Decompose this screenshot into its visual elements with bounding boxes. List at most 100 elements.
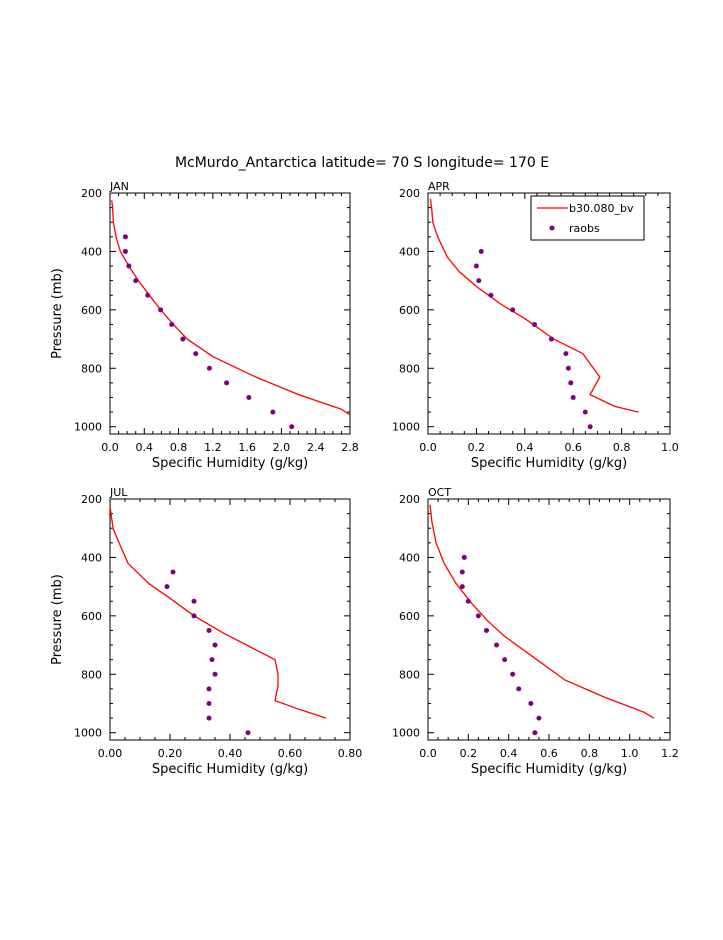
raobs-point	[475, 613, 481, 619]
raobs-point	[510, 307, 516, 313]
panel-label: OCT	[428, 486, 451, 499]
x-tick-label: 0.6	[564, 441, 582, 454]
x-tick-label: 0.40	[218, 747, 243, 760]
model-series-line	[429, 504, 655, 719]
plot-frame	[427, 498, 671, 741]
x-tick-label: 0.2	[468, 441, 486, 454]
plot-frame	[109, 192, 351, 435]
raobs-point	[494, 642, 500, 648]
x-axis-title: Specific Humidity (g/kg)	[152, 456, 308, 471]
raobs-point	[212, 671, 218, 677]
raobs-point	[209, 657, 215, 663]
raobs-point	[459, 584, 465, 590]
panel-label: JAN	[109, 180, 129, 193]
x-tick-label: 2.8	[341, 441, 359, 454]
x-tick-label: 1.2	[204, 441, 222, 454]
raobs-point	[193, 351, 199, 357]
raobs-point	[565, 365, 571, 371]
raobs-point	[461, 554, 467, 560]
raobs-point	[536, 715, 542, 721]
raobs-point	[122, 248, 128, 254]
y-tick-label: 200	[399, 493, 420, 506]
x-tick-label: 0.8	[613, 441, 631, 454]
raobs-point	[169, 321, 175, 327]
raobs-point	[245, 730, 251, 736]
raobs-point	[126, 263, 132, 269]
raobs-point	[563, 351, 569, 357]
y-tick-label: 800	[399, 668, 420, 681]
y-tick-label: 400	[81, 245, 102, 258]
raobs-point	[465, 598, 471, 604]
panel-label: JUL	[109, 486, 128, 499]
y-tick-label: 1000	[392, 421, 420, 434]
y-axis-title: Pressure (mb)	[50, 268, 65, 359]
panel-oct: 0.0 0.2 0.4 0.6 0.8 1.0 1.2 200 400 600 800 1000 OCT…	[392, 486, 679, 777]
raobs-point	[568, 380, 574, 386]
model-series-line	[109, 506, 327, 719]
x-tick-label: 0.0	[419, 441, 437, 454]
raobs-point	[488, 292, 494, 298]
raobs-point	[476, 278, 482, 284]
raobs-point	[270, 409, 276, 415]
legend-raobs-swatch	[549, 225, 555, 231]
legend-box	[530, 195, 645, 241]
y-tick-label: 600	[399, 304, 420, 317]
x-tick-label: 2.4	[307, 441, 325, 454]
x-axis-title: Specific Humidity (g/kg)	[471, 762, 627, 777]
raobs-point	[191, 613, 197, 619]
raobs-point	[122, 234, 128, 240]
y-tick-label: 1000	[74, 727, 102, 740]
y-tick-label: 1000	[74, 421, 102, 434]
y-tick-label: 600	[81, 304, 102, 317]
x-tick-label: 0.2	[460, 747, 478, 760]
raobs-point	[478, 248, 484, 254]
x-tick-label: 0.0	[101, 441, 119, 454]
raobs-point	[206, 715, 212, 721]
y-tick-label: 800	[81, 668, 102, 681]
raobs-point	[570, 394, 576, 400]
raobs-point	[582, 409, 588, 415]
raobs-point	[164, 584, 170, 590]
raobs-point	[246, 394, 252, 400]
raobs-point	[145, 292, 151, 298]
y-tick-label: 800	[399, 362, 420, 375]
x-tick-label: 2.0	[273, 441, 291, 454]
raobs-point	[180, 336, 186, 342]
x-axis-title: Specific Humidity (g/kg)	[471, 456, 627, 471]
x-tick-label: 1.0	[621, 747, 639, 760]
y-axis-title: Pressure (mb)	[50, 574, 65, 665]
panel-label: APR	[428, 180, 450, 193]
raobs-point	[531, 321, 537, 327]
raobs-point	[191, 598, 197, 604]
panel-jul: 0.00 0.20 0.40 0.60 0.80 200 400 600 800 1000 JUL S…	[50, 486, 362, 777]
raobs-point	[473, 263, 479, 269]
x-tick-label: 0.20	[158, 747, 183, 760]
x-tick-label: 0.8	[170, 441, 188, 454]
legend-raobs-label: raobs	[569, 222, 600, 235]
raobs-point	[516, 686, 522, 692]
x-tick-label: 0.4	[136, 441, 154, 454]
raobs-point	[133, 278, 139, 284]
x-tick-label: 1.6	[238, 441, 256, 454]
raobs-point	[289, 424, 295, 430]
y-tick-label: 400	[81, 551, 102, 564]
y-tick-label: 200	[81, 187, 102, 200]
raobs-point	[206, 686, 212, 692]
figure-title: McMurdo_Antarctica latitude= 70 S longit…	[175, 155, 549, 171]
x-tick-label: 0.8	[581, 747, 599, 760]
raobs-point	[206, 365, 212, 371]
x-tick-label: 0.6	[540, 747, 558, 760]
x-tick-label: 0.00	[98, 747, 123, 760]
x-tick-label: 0.0	[419, 747, 437, 760]
raobs-point	[459, 569, 465, 575]
raobs-point	[502, 657, 508, 663]
x-axis-title: Specific Humidity (g/kg)	[152, 762, 308, 777]
raobs-point	[206, 700, 212, 706]
y-tick-label: 600	[399, 610, 420, 623]
x-tick-label: 0.80	[338, 747, 363, 760]
legend-model-label: b30.080_bv	[569, 202, 634, 215]
x-tick-label: 0.4	[516, 441, 534, 454]
plot-frame	[109, 498, 351, 741]
x-tick-label: 1.2	[661, 747, 679, 760]
